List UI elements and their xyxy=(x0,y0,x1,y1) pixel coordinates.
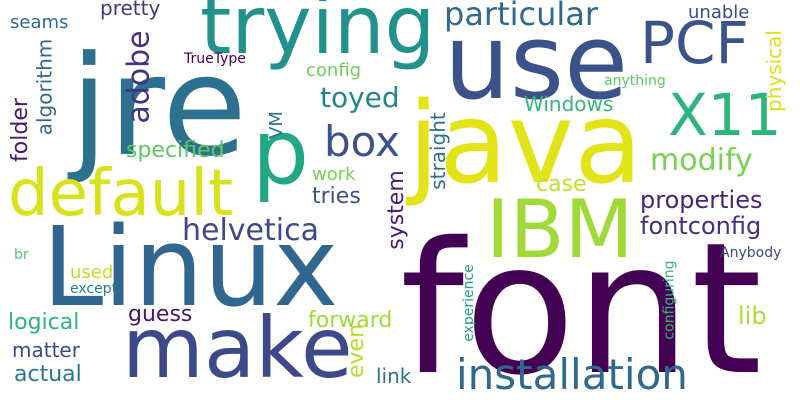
cloud-word-system: system xyxy=(383,170,409,250)
cloud-word-algorithm: algorithm xyxy=(31,38,56,135)
cloud-word-anybody: Anybody xyxy=(720,245,782,261)
cloud-word-folder: folder xyxy=(7,98,33,162)
cloud-word-logical: logical xyxy=(8,310,80,335)
cloud-word-straight: straight xyxy=(425,112,450,190)
cloud-word-make: make xyxy=(122,299,353,397)
cloud-word-experience: experience xyxy=(460,264,477,342)
cloud-word-particular: particular xyxy=(444,0,599,33)
cloud-word-lib: lib xyxy=(738,302,767,330)
cloud-word-actual: actual xyxy=(14,362,82,387)
cloud-word-adobe: adobe xyxy=(121,29,157,124)
cloud-word-specified: specified xyxy=(126,138,225,163)
cloud-word-physical: physical xyxy=(762,30,786,112)
cloud-word-trying: trying xyxy=(200,0,436,72)
cloud-word-font: font xyxy=(400,203,763,400)
cloud-word-even: even xyxy=(344,323,370,379)
cloud-word-case: case xyxy=(536,172,587,197)
cloud-word-java: java xyxy=(408,79,643,209)
cloud-word-x11: X11 xyxy=(668,81,782,149)
cloud-word-pretty: pretty xyxy=(100,0,161,20)
cloud-word-except: except xyxy=(70,281,118,297)
cloud-word-windows: Windows xyxy=(524,92,614,116)
cloud-word-truetype: TrueType xyxy=(184,51,246,67)
cloud-word-work: work xyxy=(312,164,356,185)
cloud-word-default: default xyxy=(8,157,234,231)
cloud-word-toyed: toyed xyxy=(320,81,400,114)
cloud-word-helvetica: helvetica xyxy=(182,213,319,248)
cloud-word-installation: installation xyxy=(456,350,688,399)
cloud-word-linux: Linux xyxy=(42,203,339,331)
cloud-word-used: used xyxy=(70,262,114,283)
cloud-word-configuring: configuring xyxy=(661,259,678,340)
cloud-word-forward: forward xyxy=(308,308,393,333)
cloud-word-modify: modify xyxy=(650,143,753,178)
cloud-word-use: use xyxy=(444,1,629,123)
cloud-word-matter: matter xyxy=(12,338,80,362)
cloud-word-config: config xyxy=(306,60,362,81)
cloud-word-pcf: PCF xyxy=(640,9,749,77)
cloud-word-tries: tries xyxy=(312,184,361,209)
cloud-word-properties: properties xyxy=(640,186,763,214)
cloud-word-box: box xyxy=(324,117,400,166)
cloud-word-seams: seams xyxy=(10,12,69,33)
cloud-word-link: link xyxy=(376,364,412,388)
cloud-word-fontconfig: fontconfig xyxy=(640,212,762,240)
cloud-word-unable: unable xyxy=(688,2,750,23)
cloud-word-guess: guess xyxy=(128,302,193,327)
cloud-word-jre: jre xyxy=(70,26,247,187)
cloud-word-p: p xyxy=(252,100,310,205)
cloud-word-vm: VM xyxy=(265,111,287,139)
cloud-word-ibm: IBM xyxy=(486,183,634,276)
cloud-word-anything: anything xyxy=(604,73,666,89)
cloud-word-br: br xyxy=(14,247,29,263)
